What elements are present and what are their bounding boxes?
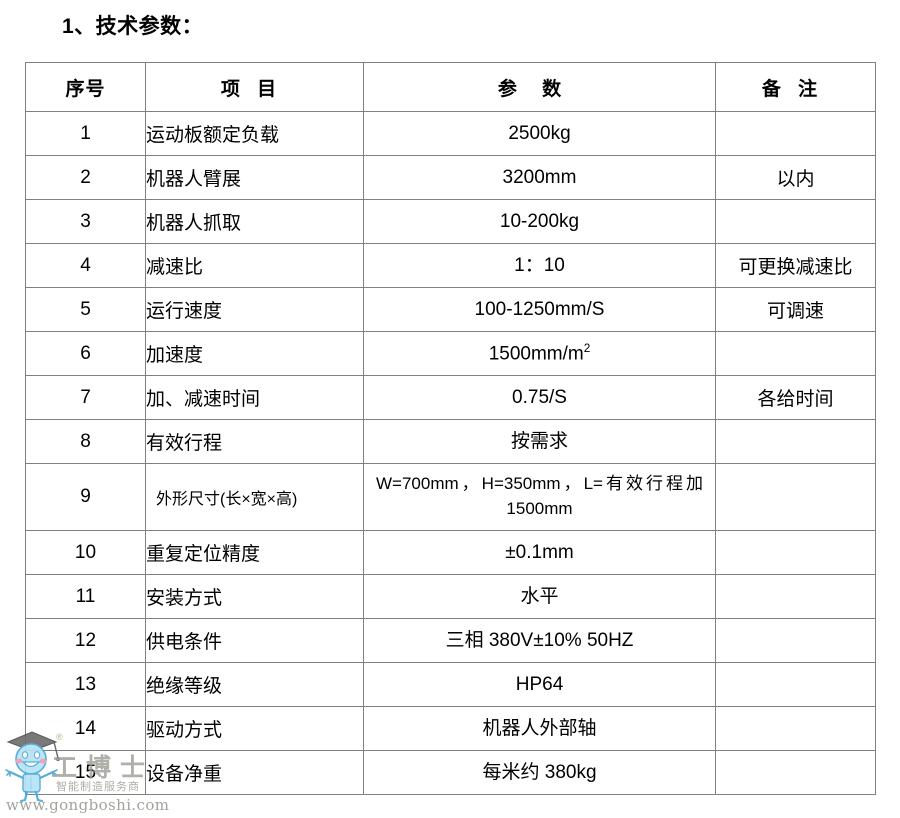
cell-param: 2500kg: [363, 111, 716, 156]
table-row: 2 机器人臂展 3200mm 以内: [25, 155, 876, 200]
table-row: 3 机器人抓取 10-200kg: [25, 199, 876, 244]
cell-no: 14: [25, 706, 146, 751]
table-row: 1 运动板额定负载 2500kg: [25, 111, 876, 156]
cell-note: [715, 662, 876, 707]
column-header-note-label: 备 注: [761, 78, 824, 100]
cell-param: 3200mm: [363, 155, 716, 200]
cell-no: 10: [25, 530, 146, 575]
cell-no: 5: [25, 287, 146, 332]
cell-param: 按需求: [363, 419, 716, 464]
cell-param: 100-1250mm/S: [363, 287, 716, 332]
cell-note: [715, 331, 876, 376]
cell-item: 供电条件: [145, 618, 364, 663]
cell-note: [715, 419, 876, 464]
cell-item: 运动板额定负载: [145, 111, 364, 156]
table-body: 1 运动板额定负载 2500kg 2 机器人臂展 3200mm 以内 3 机器人…: [25, 111, 876, 795]
table-row: 5 运行速度 100-1250mm/S 可调速: [25, 287, 876, 332]
watermark-url: www.gongboshi.com: [6, 796, 170, 814]
cell-item: 驱动方式: [145, 706, 364, 751]
cell-item: 外形尺寸(长×宽×高): [145, 463, 364, 531]
cell-no: 9: [25, 463, 146, 531]
column-header-no: 序号: [25, 62, 146, 112]
cell-item: 绝缘等级: [145, 662, 364, 707]
cell-param-accel-exponent: 2: [583, 341, 591, 355]
cell-param: HP64: [363, 662, 716, 707]
cell-param-accel-value: 1500mm/m: [488, 342, 584, 364]
cell-note: [715, 618, 876, 663]
cell-note: [715, 750, 876, 795]
page-title: 1、技术参数：: [62, 15, 204, 38]
cell-item: 设备净重: [145, 750, 364, 795]
cell-item: 加、减速时间: [145, 375, 364, 420]
cell-item: 重复定位精度: [145, 530, 364, 575]
cell-param: 每米约 380kg: [363, 750, 716, 795]
cell-note: 可更换减速比: [715, 243, 876, 288]
cell-no: 2: [25, 155, 146, 200]
cell-param-accel: 1500mm/m2: [363, 331, 716, 376]
cell-param: ±0.1mm: [363, 530, 716, 575]
cell-no: 3: [25, 199, 146, 244]
cell-note: 各给时间: [715, 375, 876, 420]
cell-note: [715, 111, 876, 156]
table-row: 11 安装方式 水平: [25, 574, 876, 619]
cell-param: 机器人外部轴: [363, 706, 716, 751]
cell-item: 减速比: [145, 243, 364, 288]
cell-no: 12: [25, 618, 146, 663]
cell-note: [715, 574, 876, 619]
column-header-item: 项 目: [145, 62, 364, 112]
cell-param: 10-200kg: [363, 199, 716, 244]
cell-note: [715, 199, 876, 244]
cell-note: [715, 706, 876, 751]
cell-param: 三相 380V±10% 50HZ: [363, 618, 716, 663]
cell-no: 11: [25, 574, 146, 619]
column-header-no-label: 序号: [65, 78, 106, 100]
column-header-param: 参 数: [363, 62, 716, 112]
cell-no: 7: [25, 375, 146, 420]
cell-item: 机器人抓取: [145, 199, 364, 244]
table-row: 7 加、减速时间 0.75/S 各给时间: [25, 375, 876, 420]
table-row: 10 重复定位精度 ±0.1mm: [25, 530, 876, 575]
cell-no: 8: [25, 419, 146, 464]
cell-note: [715, 463, 876, 531]
cell-param: W=700mm，H=350mm，L=有效行程加 1500mm: [363, 463, 716, 531]
cell-item: 安装方式: [145, 574, 364, 619]
column-header-item-label: 项 目: [220, 78, 283, 100]
column-header-note: 备 注: [715, 62, 876, 112]
cell-note: 以内: [715, 155, 876, 200]
cell-no: 1: [25, 111, 146, 156]
cell-item: 机器人臂展: [145, 155, 364, 200]
cell-no: 6: [25, 331, 146, 376]
table-row: 12 供电条件 三相 380V±10% 50HZ: [25, 618, 876, 663]
technical-parameters-table: 序号 项 目 参 数 备 注 1 运动板额定负载 2500kg: [25, 62, 876, 795]
table-row: 9 外形尺寸(长×宽×高) W=700mm，H=350mm，L=有效行程加 15…: [25, 463, 876, 531]
cell-no: 15: [25, 750, 146, 795]
cell-note: [715, 530, 876, 575]
table-row: 6 加速度 1500mm/m2: [25, 331, 876, 376]
spec-table-container: 序号 项 目 参 数 备 注 1 运动板额定负载 2500kg: [25, 62, 876, 795]
cell-note: 可调速: [715, 287, 876, 332]
cell-param: 水平: [363, 574, 716, 619]
cell-no: 4: [25, 243, 146, 288]
cell-item: 运行速度: [145, 287, 364, 332]
cell-no: 13: [25, 662, 146, 707]
table-header-row: 序号 项 目 参 数 备 注: [25, 62, 876, 112]
cell-item: 有效行程: [145, 419, 364, 464]
cell-param: 0.75/S: [363, 375, 716, 420]
cell-param: 1：10: [363, 243, 716, 288]
table-row: 13 绝缘等级 HP64: [25, 662, 876, 707]
table-row: 14 驱动方式 机器人外部轴: [25, 706, 876, 751]
table-row: 15 设备净重 每米约 380kg: [25, 750, 876, 795]
table-row: 8 有效行程 按需求: [25, 419, 876, 464]
table-row: 4 减速比 1：10 可更换减速比: [25, 243, 876, 288]
cell-item: 加速度: [145, 331, 364, 376]
column-header-param-label: 参 数: [497, 78, 572, 100]
